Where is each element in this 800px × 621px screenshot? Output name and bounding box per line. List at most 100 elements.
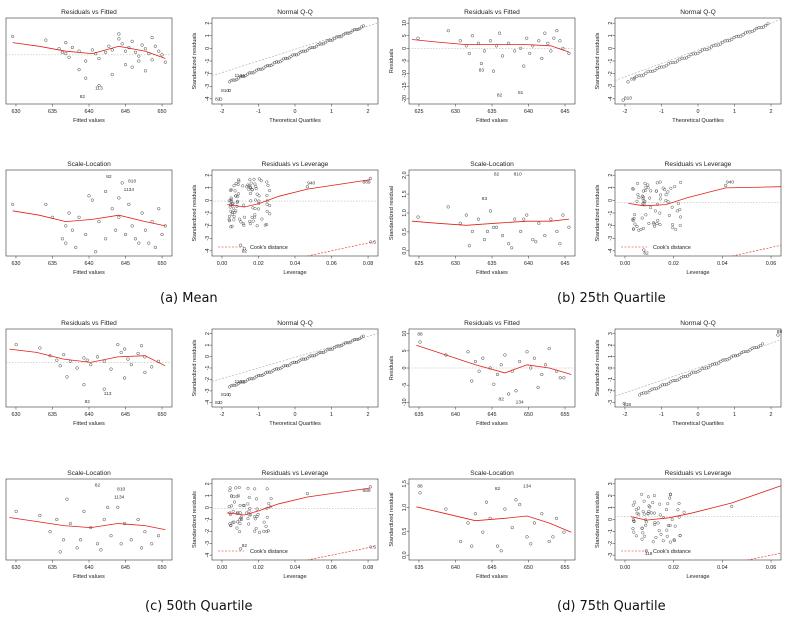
point-label: 810 xyxy=(624,96,632,102)
leverage-point xyxy=(670,205,674,209)
data-point xyxy=(140,43,144,47)
data-point xyxy=(143,530,147,534)
x-tick-label: -2 xyxy=(623,109,628,115)
smooth-fit-line xyxy=(630,485,782,521)
y-tick-label: -4 xyxy=(205,248,211,253)
leverage-point xyxy=(654,189,658,193)
data-point xyxy=(109,367,113,371)
smooth-fit-line xyxy=(9,517,166,530)
leverage-point xyxy=(679,180,683,184)
data-point xyxy=(368,176,372,180)
x-tick-label: -2 xyxy=(220,109,225,115)
qq-point xyxy=(709,45,713,49)
qq-point xyxy=(238,380,242,384)
x-tick-label: 630 xyxy=(451,261,460,267)
y-tick-label: 2 xyxy=(205,174,211,177)
data-point xyxy=(551,535,555,539)
plot-d-3: Residuals vs Leverage Leverage Standardize… xyxy=(595,470,782,580)
smooth-fit-line xyxy=(12,210,166,227)
leverage-point xyxy=(238,518,242,522)
data-point xyxy=(136,351,140,356)
qq-point xyxy=(332,346,336,350)
leverage-point xyxy=(229,225,233,229)
leverage-point xyxy=(230,212,234,216)
plot-title: Residuals vs Leverage xyxy=(262,161,329,168)
data-point xyxy=(479,61,484,66)
qq-point xyxy=(307,47,311,51)
data-point xyxy=(507,242,511,246)
y-tick-label: -2 xyxy=(205,223,211,228)
data-point xyxy=(136,517,140,522)
data-point xyxy=(458,221,462,225)
x-tick-label: 655 xyxy=(561,412,570,418)
plot-frame xyxy=(408,169,576,257)
qq-point xyxy=(264,64,268,68)
y-axis-label: Residuals xyxy=(389,356,395,381)
data-point xyxy=(532,356,537,360)
data-point xyxy=(160,53,164,57)
qq-point xyxy=(711,362,715,366)
data-point xyxy=(150,365,154,369)
leverage-point xyxy=(665,528,669,532)
leverage-point xyxy=(255,224,259,228)
data-point xyxy=(143,69,148,73)
leverage-point xyxy=(238,217,242,221)
qq-point xyxy=(316,351,320,355)
data-point xyxy=(492,382,496,386)
leverage-point xyxy=(266,183,270,187)
x-tick-label: 2 xyxy=(367,109,370,115)
data-point xyxy=(120,42,124,46)
qq-point xyxy=(293,360,297,364)
leverage-point xyxy=(665,534,669,538)
qq-point xyxy=(681,374,685,378)
point-label: 83 xyxy=(630,77,636,83)
qq-point xyxy=(343,341,347,345)
qq-point xyxy=(761,25,765,29)
data-point xyxy=(644,549,649,553)
cooks-distance-line xyxy=(307,546,375,561)
x-tick-label: -1 xyxy=(256,412,261,418)
data-point xyxy=(227,393,232,397)
y-tick-label: 5 xyxy=(402,349,408,352)
x-axis-label: Theoretical Quartiles xyxy=(672,118,724,124)
data-point xyxy=(525,213,529,217)
data-point xyxy=(567,225,571,229)
data-point xyxy=(130,224,134,228)
qq-point xyxy=(269,63,273,67)
data-point xyxy=(110,48,114,52)
plot-title: Residuals vs Fitted xyxy=(464,9,520,16)
qq-point xyxy=(671,379,675,383)
qq-point xyxy=(318,42,322,46)
leverage-point xyxy=(235,526,239,530)
data-point xyxy=(99,548,103,552)
leverage-point xyxy=(632,216,636,221)
smooth-fit-line xyxy=(416,344,572,375)
data-point xyxy=(503,353,507,357)
data-point xyxy=(133,237,138,241)
qq-point xyxy=(700,48,704,52)
data-point xyxy=(491,225,496,229)
leverage-point xyxy=(646,495,650,499)
leverage-point xyxy=(229,188,233,192)
leverage-point xyxy=(247,188,251,192)
x-tick-label: 1 xyxy=(330,412,333,418)
data-point xyxy=(499,363,503,367)
qq-point xyxy=(280,365,284,369)
data-point xyxy=(642,248,646,252)
plot-title: Residuals vs Leverage xyxy=(665,161,732,168)
x-tick-label: -1 xyxy=(659,109,664,115)
qq-point xyxy=(688,373,692,377)
y-tick-label: -1 xyxy=(608,529,614,534)
data-point xyxy=(540,372,544,377)
leverage-point xyxy=(653,523,657,527)
leverage-point xyxy=(655,221,659,226)
qq-point xyxy=(340,34,344,38)
data-point xyxy=(78,538,83,542)
y-tick-label: -2 xyxy=(608,223,614,228)
data-point xyxy=(477,369,481,373)
y-tick-label: -4 xyxy=(205,553,211,558)
leverage-point xyxy=(255,507,259,511)
qq-point xyxy=(287,56,291,60)
legend-label: Cook's distance xyxy=(653,549,691,555)
point-label: 83 xyxy=(479,67,485,73)
